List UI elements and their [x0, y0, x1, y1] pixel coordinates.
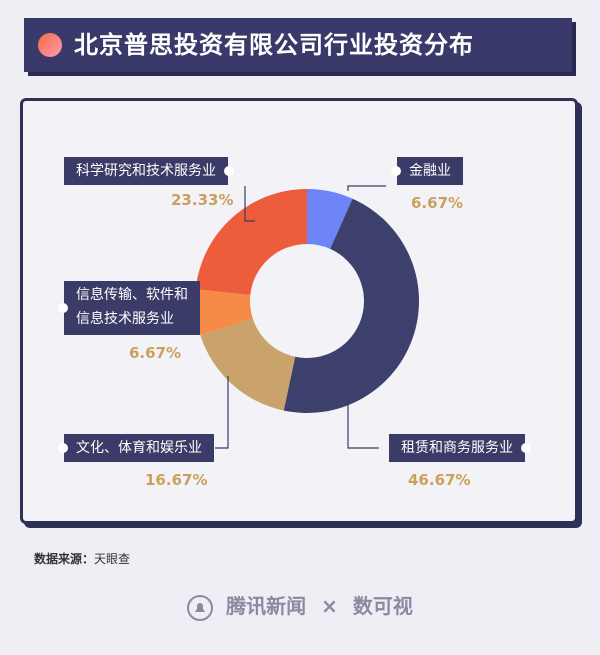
donut-slice-2 — [200, 318, 296, 411]
pct-it: 6.67% — [129, 344, 182, 362]
donut-slice-4 — [195, 189, 307, 296]
label-finance: 金融业 — [391, 157, 463, 185]
label-it-dot — [58, 303, 68, 313]
title-bar: 北京普思投资有限公司行业投资分布 — [24, 18, 572, 72]
donut-slice-0 — [307, 189, 353, 249]
label-science-dot — [224, 166, 234, 176]
pct-science: 23.33% — [171, 191, 234, 209]
footer-partner-text: 数可视 — [352, 594, 413, 618]
source-label: 数据来源： — [34, 552, 95, 566]
label-science-text: 科学研究和技术服务业 — [76, 163, 216, 179]
label-it: 信息传输、软件和 信息技术服务业 — [58, 281, 200, 335]
footer-brand: 腾讯新闻 × 数可视 — [0, 590, 600, 621]
label-leasing-dot — [521, 443, 531, 453]
label-culture: 文化、体育和娱乐业 — [58, 434, 214, 462]
donut-slice-3 — [195, 289, 253, 336]
leader-line-culture — [215, 376, 229, 449]
source-value: 天眼查 — [94, 552, 131, 566]
leader-line-finance — [347, 185, 386, 191]
source-note: 数据来源：天眼查 — [34, 550, 130, 567]
chart-card: 科学研究和技术服务业 23.33% 金融业 6.67% 信息传输、软件和 信息技… — [20, 98, 578, 524]
label-culture-dot — [58, 443, 68, 453]
leader-line-leasing — [347, 401, 379, 449]
label-culture-text: 文化、体育和娱乐业 — [76, 440, 202, 456]
label-leasing-text: 租赁和商务服务业 — [401, 440, 513, 456]
label-leasing: 租赁和商务服务业 — [389, 434, 531, 462]
pct-culture: 16.67% — [145, 471, 208, 489]
label-finance-dot — [391, 166, 401, 176]
label-it-line1: 信息传输、软件和 — [76, 287, 188, 303]
pct-leasing: 46.67% — [408, 471, 471, 489]
donut-chart — [178, 185, 420, 449]
label-it-line2: 信息技术服务业 — [76, 311, 174, 327]
donut-slice-1 — [283, 198, 420, 413]
pct-finance: 6.67% — [411, 194, 464, 212]
footer-brand-text: 腾讯新闻 — [226, 594, 307, 618]
page-title: 北京普思投资有限公司行业投资分布 — [74, 31, 474, 59]
label-finance-text: 金融业 — [409, 163, 451, 179]
bell-icon — [187, 594, 214, 621]
leader-line-science — [244, 186, 255, 222]
title-dot-icon — [38, 33, 62, 57]
footer-times: × — [321, 594, 338, 618]
label-science: 科学研究和技术服务业 — [64, 157, 234, 185]
